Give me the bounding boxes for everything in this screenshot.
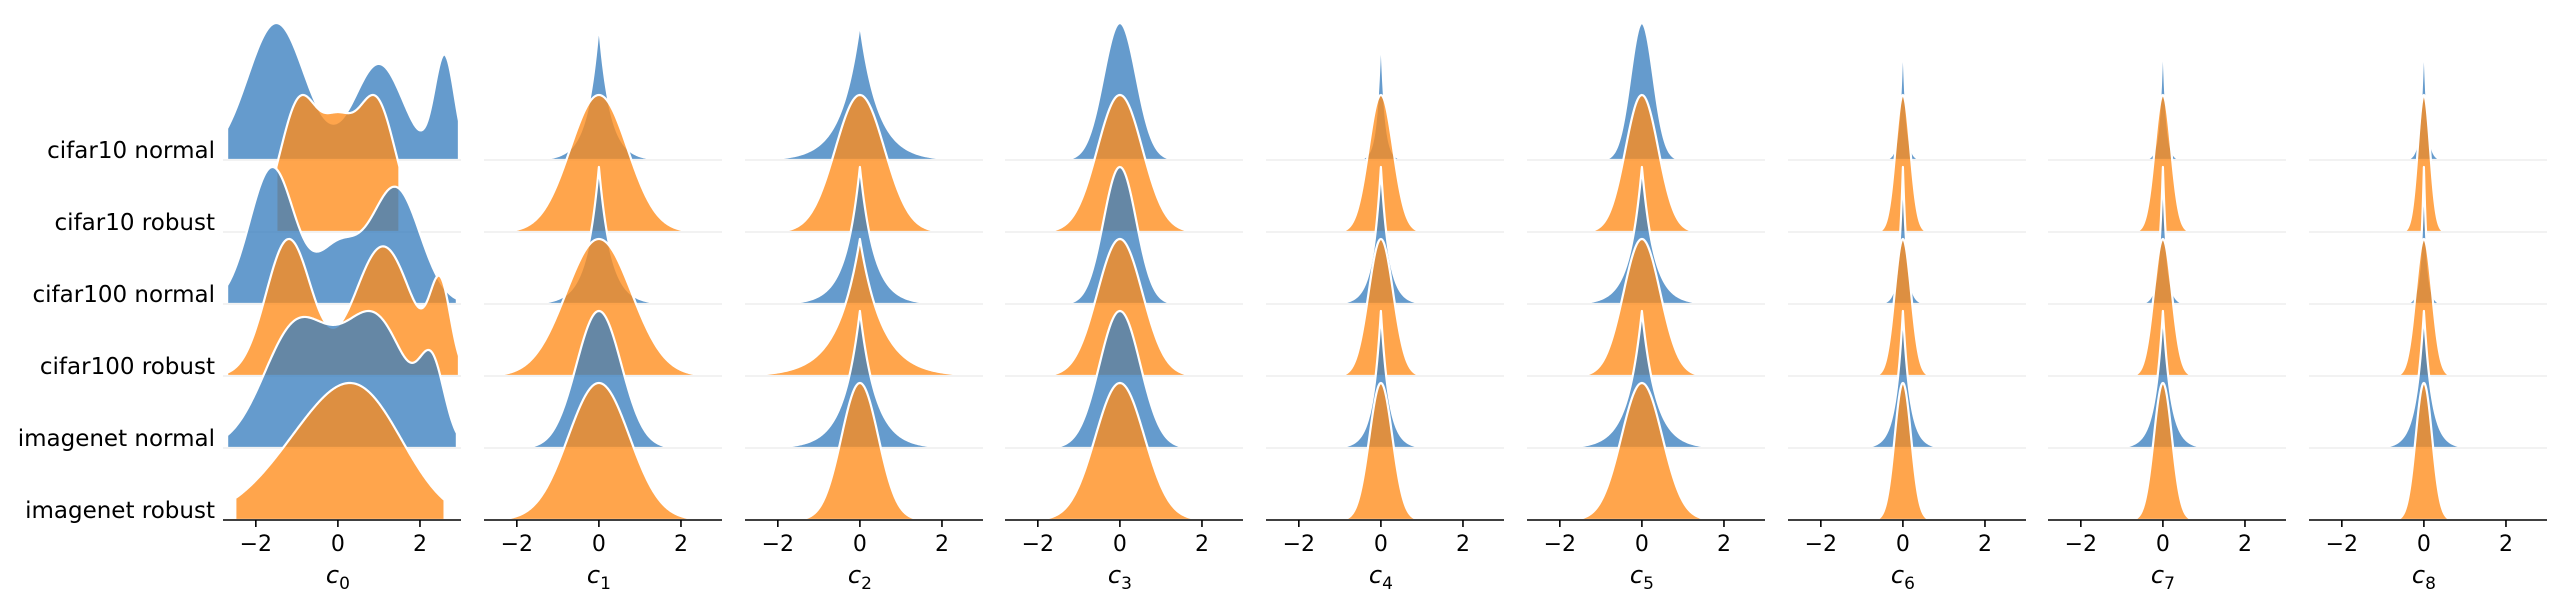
- panel-c6: −2 0 2 c6: [1788, 21, 2026, 594]
- panel-c8: −2 0 2 c8: [2309, 21, 2547, 594]
- density-ridge: [743, 381, 976, 522]
- panel-c0: −2 0 2 c0: [223, 21, 461, 594]
- density-ridge: [234, 381, 446, 522]
- x-tick-label: −2: [240, 532, 272, 557]
- density-ridge: [1297, 381, 1465, 522]
- x-tick-label: −2: [762, 532, 794, 557]
- density-ridge: [2087, 381, 2238, 522]
- density-ridge: [2361, 381, 2487, 522]
- x-tick-label: 2: [1456, 532, 1470, 557]
- row-label: cifar100 normal: [33, 282, 215, 308]
- panels: −2 0 2 c0 −2 0 2 c1 −2 0 2 c2 −2 0 2 c3 −2 0 2 c4 −2 0 2 c5 −2 0 2…: [223, 21, 2547, 594]
- x-axis-label: c3: [1108, 561, 1132, 594]
- x-tick-label: 0: [1635, 532, 1649, 557]
- x-tick-label: 0: [592, 532, 606, 557]
- density-ridge: [743, 309, 976, 450]
- x-tick-label: 0: [853, 532, 867, 557]
- density-ridge: [482, 381, 715, 522]
- x-tick-label: 2: [413, 532, 427, 557]
- panel-c2: −2 0 2 c2: [743, 21, 983, 594]
- x-tick-label: 0: [1113, 532, 1127, 557]
- row-label: cifar10 robust: [55, 210, 215, 236]
- density-ridge: [743, 237, 976, 378]
- panel-c3: −2 0 2 c3: [1003, 21, 1243, 594]
- density-ridge: [482, 93, 715, 234]
- x-axis-label: c1: [587, 561, 611, 594]
- x-axis-label: c8: [2412, 561, 2436, 594]
- x-tick-label: 2: [2499, 532, 2513, 557]
- density-ridge: [1840, 381, 1966, 522]
- x-tick-label: 0: [331, 532, 345, 557]
- x-tick-label: −2: [1283, 532, 1315, 557]
- x-tick-label: 2: [674, 532, 688, 557]
- density-ridge: [1525, 309, 1758, 450]
- density-ridge: [743, 93, 976, 234]
- x-axis-label: c7: [2151, 561, 2175, 594]
- panel-c4: −2 0 2 c4: [1266, 21, 1504, 594]
- row-label: cifar100 robust: [40, 354, 215, 380]
- x-axis-label: c2: [848, 561, 872, 594]
- x-tick-label: 2: [1195, 532, 1209, 557]
- x-axis-label: c6: [1891, 561, 1915, 594]
- x-tick-label: 0: [2156, 532, 2170, 557]
- x-tick-label: −2: [2065, 532, 2097, 557]
- x-tick-label: 0: [1374, 532, 1388, 557]
- x-tick-label: −2: [2326, 532, 2358, 557]
- density-ridge: [2361, 309, 2487, 450]
- x-tick-label: 2: [935, 532, 949, 557]
- row-label: imagenet normal: [18, 426, 215, 452]
- x-tick-label: 2: [2238, 532, 2252, 557]
- density-ridge: [1003, 381, 1236, 522]
- density-ridge: [743, 165, 976, 306]
- density-ridge: [743, 21, 976, 162]
- density-ridge: [226, 309, 458, 450]
- panel-c1: −2 0 2 c1: [482, 21, 722, 594]
- density-ridge: [1525, 381, 1758, 522]
- density-ridge: [275, 93, 401, 234]
- x-tick-label: −2: [1544, 532, 1576, 557]
- density-ridge: [482, 237, 715, 378]
- x-tick-label: −2: [1805, 532, 1837, 557]
- panel-c5: −2 0 2 c5: [1525, 21, 1765, 594]
- x-tick-label: −2: [1022, 532, 1054, 557]
- row-label: cifar10 normal: [47, 138, 215, 164]
- x-tick-label: 0: [2417, 532, 2431, 557]
- x-tick-label: 2: [1978, 532, 1992, 557]
- x-axis-label: c0: [326, 561, 350, 594]
- x-tick-label: 2: [1717, 532, 1731, 557]
- row-labels: cifar10 normal cifar10 robust cifar100 nor…: [18, 138, 215, 524]
- x-axis-label: c5: [1630, 561, 1654, 594]
- x-axis-label: c4: [1369, 561, 1393, 594]
- x-tick-label: 0: [1896, 532, 1910, 557]
- panel-c7: −2 0 2 c7: [2048, 21, 2286, 594]
- row-label: imagenet robust: [25, 498, 215, 524]
- x-tick-label: −2: [501, 532, 533, 557]
